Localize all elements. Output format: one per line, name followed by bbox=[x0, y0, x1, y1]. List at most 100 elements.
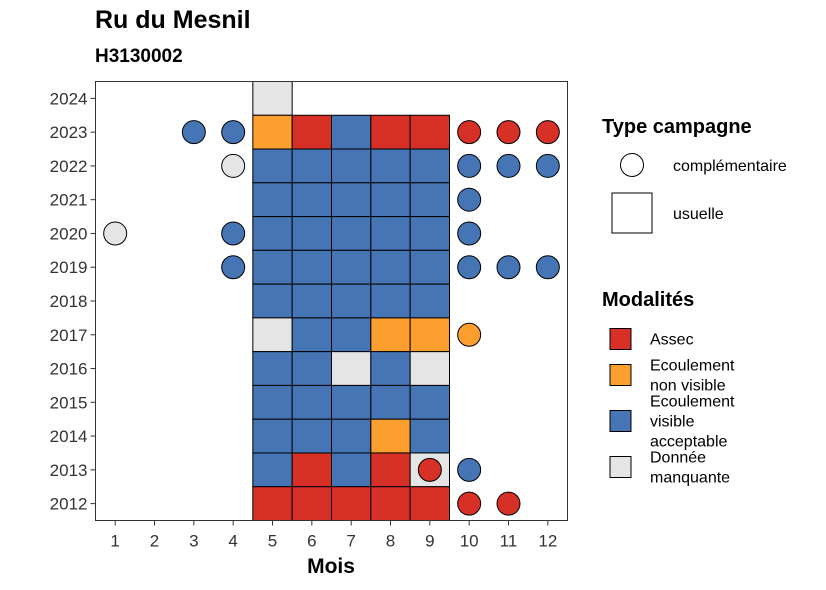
cell-2018-9 bbox=[409, 283, 450, 319]
x-tick-label-3: 3 bbox=[189, 532, 198, 551]
point-2020-10 bbox=[457, 221, 482, 246]
cell-2014-5 bbox=[252, 418, 293, 454]
legend-label-0: Assec bbox=[650, 332, 694, 349]
y-tick-label-2023: 2023 bbox=[50, 123, 88, 142]
legend-label-complementaire: complémentaire bbox=[673, 158, 787, 175]
point-2021-10 bbox=[457, 187, 482, 212]
y-tick-label-2012: 2012 bbox=[50, 495, 88, 514]
point-2020-4 bbox=[221, 221, 246, 246]
cell-2020-7 bbox=[331, 216, 372, 251]
legend-key-1 bbox=[609, 364, 632, 386]
y-tick-label-2017: 2017 bbox=[50, 326, 88, 345]
cell-2019-7 bbox=[331, 249, 372, 285]
point-2023-12 bbox=[535, 120, 560, 145]
cell-2023-6 bbox=[291, 114, 332, 150]
x-tick-label-4: 4 bbox=[228, 532, 237, 551]
cell-2016-6 bbox=[291, 351, 332, 386]
point-2012-11 bbox=[496, 491, 521, 516]
y-tick-label-2021: 2021 bbox=[50, 191, 88, 210]
legend-label-line: visible bbox=[650, 414, 695, 431]
x-tick-label-9: 9 bbox=[425, 532, 434, 551]
cell-2016-9 bbox=[409, 351, 450, 386]
point-2019-10 bbox=[457, 255, 482, 280]
x-tick-label-10: 10 bbox=[460, 532, 479, 551]
cell-2017-7 bbox=[331, 317, 372, 353]
point-2022-11 bbox=[496, 153, 521, 178]
cell-2013-7 bbox=[331, 452, 372, 488]
y-tick-label-2024: 2024 bbox=[50, 89, 88, 108]
x-tick-label-7: 7 bbox=[346, 532, 355, 551]
point-2023-3 bbox=[181, 120, 206, 145]
cell-2016-8 bbox=[370, 351, 411, 386]
cell-2020-9 bbox=[409, 216, 450, 251]
cell-2012-8 bbox=[370, 486, 411, 522]
y-tick-label-2020: 2020 bbox=[50, 224, 88, 243]
cell-2012-6 bbox=[291, 486, 332, 522]
legend-label-2: Ecoulement visible acceptable bbox=[650, 394, 735, 451]
cell-2012-7 bbox=[331, 486, 372, 522]
legend-label-1: Ecoulement non visible bbox=[650, 358, 735, 395]
x-tick-label-5: 5 bbox=[268, 532, 277, 551]
point-2022-4 bbox=[221, 153, 246, 178]
cell-2018-7 bbox=[331, 283, 372, 319]
point-2022-10 bbox=[457, 153, 482, 178]
cell-2023-9 bbox=[409, 114, 450, 150]
legend-label-3: Donnée manquante bbox=[650, 450, 730, 487]
legend-key-usuelle bbox=[611, 192, 653, 234]
cell-2015-6 bbox=[291, 384, 332, 420]
cell-2021-6 bbox=[291, 182, 332, 218]
legend-label-usuelle: usuelle bbox=[673, 206, 724, 223]
cell-2022-7 bbox=[331, 148, 372, 184]
cell-2017-5 bbox=[252, 317, 293, 353]
legend-key-0 bbox=[609, 328, 632, 350]
cell-2022-9 bbox=[409, 148, 450, 184]
cell-2022-6 bbox=[291, 148, 332, 184]
cell-2019-5 bbox=[252, 249, 293, 285]
legend-type-title: Type campagne bbox=[602, 116, 752, 138]
legend-label-line: non visible bbox=[650, 378, 726, 395]
point-2013-10 bbox=[457, 457, 482, 482]
legend-key-complementaire bbox=[620, 153, 644, 177]
point-2023-11 bbox=[496, 120, 521, 145]
chart-subtitle: H3130002 bbox=[95, 46, 183, 67]
cell-2019-8 bbox=[370, 249, 411, 285]
cell-2021-5 bbox=[252, 182, 293, 218]
point-2023-10 bbox=[457, 120, 482, 145]
cell-2013-5 bbox=[252, 452, 293, 488]
point-2019-11 bbox=[496, 255, 521, 280]
point-2022-12 bbox=[535, 153, 560, 178]
legend-label-line: Donnée bbox=[650, 450, 706, 467]
chart-title: Ru du Mesnil bbox=[95, 6, 251, 34]
point-2017-10 bbox=[457, 322, 482, 347]
x-tick-label-8: 8 bbox=[386, 532, 395, 551]
legend-label-line: Assec bbox=[650, 332, 694, 349]
cell-2023-7 bbox=[331, 114, 372, 150]
x-tick-label-6: 6 bbox=[307, 532, 316, 551]
cell-2021-8 bbox=[370, 182, 411, 218]
cell-2016-5 bbox=[252, 351, 293, 386]
cell-2019-6 bbox=[291, 249, 332, 285]
cell-2014-9 bbox=[409, 418, 450, 454]
cell-2012-5 bbox=[252, 486, 293, 522]
cell-2014-7 bbox=[331, 418, 372, 454]
y-tick-label-2018: 2018 bbox=[50, 292, 88, 311]
x-tick-label-2: 2 bbox=[150, 532, 159, 551]
legend-modalites-title: Modalités bbox=[602, 289, 694, 311]
cell-2016-7 bbox=[331, 351, 372, 386]
cell-2023-8 bbox=[370, 114, 411, 150]
legend-key-2 bbox=[609, 410, 632, 432]
cell-2024-5 bbox=[252, 81, 293, 116]
y-tick-label-2015: 2015 bbox=[50, 393, 88, 412]
point-2019-4 bbox=[221, 255, 246, 280]
x-axis-title: Mois bbox=[307, 555, 355, 578]
cell-2021-9 bbox=[409, 182, 450, 218]
cell-2015-9 bbox=[409, 384, 450, 420]
y-tick-label-2016: 2016 bbox=[50, 360, 88, 379]
y-tick-label-2014: 2014 bbox=[50, 427, 88, 446]
cell-2014-8 bbox=[370, 418, 411, 454]
legend-type-campagne: Type campagne complémentaire usuelle bbox=[602, 116, 787, 234]
x-tick-label-11: 11 bbox=[500, 532, 518, 551]
x-axis: 1 2 3 4 5 6 7 8 9 10 11 12 bbox=[110, 520, 557, 551]
point-2023-4 bbox=[221, 120, 246, 145]
